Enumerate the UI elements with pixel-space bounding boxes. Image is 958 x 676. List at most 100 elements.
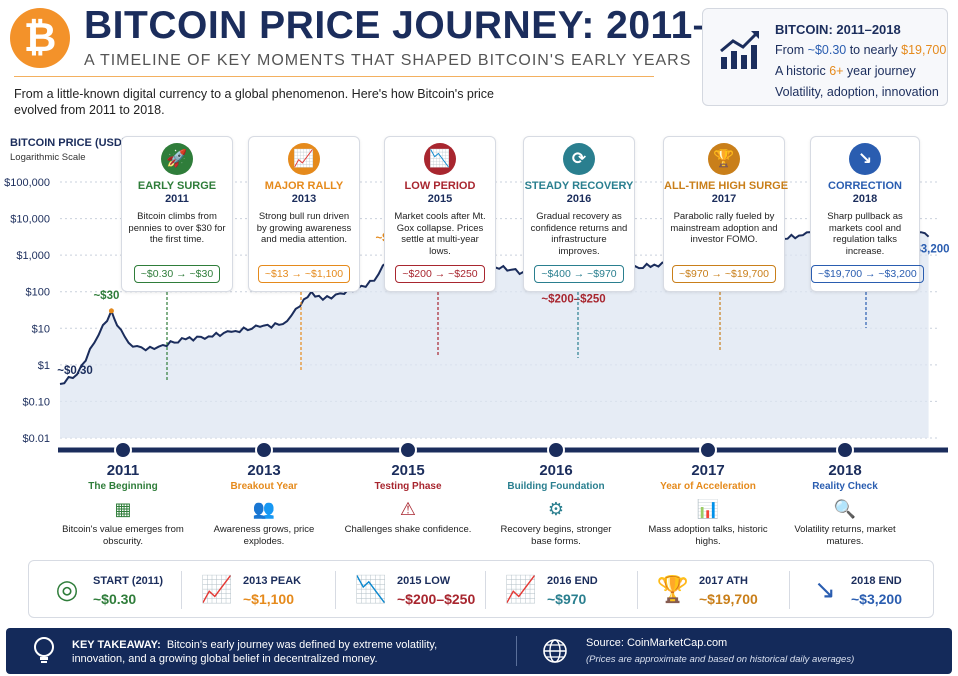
- timeline-node: [699, 441, 717, 459]
- card-price-range: ~$400 → ~$970: [534, 265, 624, 283]
- stat-item: 📉 2015 LOW ~$200–$250: [341, 561, 491, 619]
- correction-icon: ↘: [849, 143, 881, 175]
- y-tick-label: $1,000: [16, 250, 50, 262]
- card-price-range: ~$0.30 → ~$30: [133, 265, 221, 283]
- card-year: 2013: [291, 193, 317, 205]
- stat-divider: [637, 571, 638, 609]
- timeline-node: [547, 441, 565, 459]
- stat-item: 🏆 2017 ATH ~$19,700: [643, 561, 793, 619]
- stat-label: 2018 END: [851, 575, 902, 587]
- timeline-description: Volatility returns, market matures.: [794, 524, 896, 547]
- card-price-range: ~$970 → ~$19,700: [672, 265, 776, 283]
- source-note: (Prices are approximate and based on his…: [586, 654, 855, 665]
- stat-divider: [335, 571, 336, 609]
- timeline-phase: The Beginning: [88, 481, 158, 492]
- stat-label: 2016 END: [547, 575, 598, 587]
- stat-label: START (2011): [93, 575, 164, 587]
- gear-icon: ⚙: [547, 499, 565, 519]
- stat-value: ~$3,200: [851, 591, 902, 607]
- card-price-range: ~$200 → ~$250: [395, 265, 485, 283]
- timeline-year: 2011: [106, 462, 140, 479]
- card-description: Bitcoin climbs from pennies to over $30 …: [128, 211, 226, 245]
- source-text: Source: CoinMarketCap.com: [586, 637, 728, 649]
- chart-scale-label: Logarithmic Scale: [10, 152, 86, 163]
- stat-item: 📈 2016 END ~$970: [491, 561, 641, 619]
- card-description: Sharp pullback as markets cool and regul…: [827, 211, 903, 257]
- recovery-icon: ⟳: [563, 143, 595, 175]
- decline-chart-icon: 📉: [424, 143, 456, 175]
- timeline-phase: Testing Phase: [374, 481, 442, 492]
- y-tick-label: $0.01: [22, 433, 50, 445]
- stat-item: ↘ 2018 END ~$3,200: [795, 561, 945, 619]
- card-year: 2011: [165, 193, 189, 205]
- timeline-phase: Building Foundation: [507, 481, 605, 492]
- event-card: 📈 MAJOR RALLY 2013 Strong bull run driven b…: [248, 136, 360, 292]
- timeline-node: [114, 441, 132, 459]
- intro-text: From a little-known digital currency to …: [14, 87, 495, 117]
- card-title: CORRECTION: [828, 180, 902, 192]
- key-takeaway: KEY TAKEAWAY: Bitcoin's early journey was…: [72, 639, 438, 665]
- summary-line-themes: Volatility, adoption, innovation: [775, 85, 939, 99]
- card-description: Strong bull run driven by growing awaren…: [256, 211, 352, 245]
- stat-value: ~$0.30: [93, 591, 137, 607]
- timeline-label: 2018 Reality Check 🔍 Volatility returns, ma…: [780, 462, 910, 548]
- y-tick-label: $10: [32, 323, 50, 335]
- card-title: STEADY RECOVERY: [524, 180, 634, 192]
- stat-divider: [789, 571, 790, 609]
- card-description: Gradual recovery as confidence returns a…: [530, 211, 628, 257]
- timeline-node: [399, 441, 417, 459]
- people-icon: 👥: [252, 499, 276, 519]
- timeline-label: 2017 Year of Acceleration 📊 Mass adoption t…: [643, 462, 773, 548]
- stat-label: 2015 LOW: [397, 575, 451, 587]
- y-tick-label: $0.10: [22, 396, 50, 408]
- timeline-description: Recovery begins, stronger base forms.: [500, 524, 612, 547]
- event-card: ⟳ STEADY RECOVERY 2016 Gradual recovery as …: [523, 136, 635, 292]
- ath-trophy-icon: 🏆: [656, 574, 690, 604]
- timeline-phase: Year of Acceleration: [660, 481, 756, 492]
- magnifier-icon: 🔍: [833, 499, 857, 519]
- stat-divider: [181, 571, 182, 609]
- card-year: 2018: [852, 193, 878, 205]
- peak-marker: [108, 308, 114, 314]
- timeline-year: 2015: [391, 462, 425, 479]
- event-card: 🚀 EARLY SURGE 2011 Bitcoin climbs from penn…: [121, 136, 233, 292]
- price-annotation: ~$30: [93, 290, 119, 302]
- stat-value: ~$200–$250: [397, 591, 476, 607]
- stat-value: ~$1,100: [243, 591, 294, 607]
- card-title: ALL-TIME HIGH SURGE: [664, 180, 789, 192]
- timeline-description: Mass adoption talks, historic highs.: [648, 524, 768, 547]
- card-description: Market cools after Mt. Gox collapse. Pri…: [394, 211, 486, 257]
- card-title: LOW PERIOD: [404, 180, 476, 192]
- down-trend-icon: ↘: [814, 574, 836, 604]
- event-card: ↘ CORRECTION 2018 Sharp pullback as markets…: [810, 136, 924, 292]
- stat-label: 2013 PEAK: [243, 575, 302, 587]
- globe-icon: [543, 639, 567, 663]
- timeline-label: 2016 Building Foundation ⚙ Recovery begins,…: [491, 462, 621, 548]
- card-price-range: ~$13 → ~$1,100: [257, 265, 351, 283]
- stats-bar: ◎ START (2011) ~$0.30 📈 2013 PEAK ~$1,100 📉 201…: [28, 560, 934, 618]
- card-title: MAJOR RALLY: [264, 180, 344, 192]
- end-chart-icon: 📈: [504, 574, 538, 604]
- stat-divider: [485, 571, 486, 609]
- peak-chart-icon: 📈: [200, 574, 234, 604]
- timeline-year: 2016: [539, 462, 573, 479]
- timeline-phase: Reality Check: [812, 481, 878, 492]
- card-year: 2017: [711, 193, 737, 205]
- timeline-node: [255, 441, 273, 459]
- subtitle-divider: [14, 76, 654, 77]
- price-line: [59, 206, 930, 385]
- stat-item: 📈 2013 PEAK ~$1,100: [187, 561, 337, 619]
- summary-line-range: From ~$0.30 to nearly $19,700: [775, 43, 947, 57]
- chart-ylabel: BITCOIN PRICE (USD): [10, 137, 126, 149]
- card-description: Parabolic rally fueled by mainstream ado…: [670, 211, 778, 245]
- timeline-description: Challenges shake confidence.: [344, 524, 472, 535]
- rocket-icon: 🚀: [161, 143, 193, 175]
- footer-divider: [516, 636, 517, 666]
- stat-value: ~$970: [547, 591, 587, 607]
- summary-line-years: A historic 6+ year journey: [775, 64, 916, 78]
- price-annotation: ~$200–$250: [541, 293, 605, 305]
- trophy-icon: 🏆: [708, 143, 740, 175]
- timeline-year: 2017: [691, 462, 725, 479]
- card-price-range: ~$19,700 → ~$3,200: [811, 265, 924, 283]
- timeline-description: Bitcoin's value emerges from obscurity.: [62, 524, 184, 547]
